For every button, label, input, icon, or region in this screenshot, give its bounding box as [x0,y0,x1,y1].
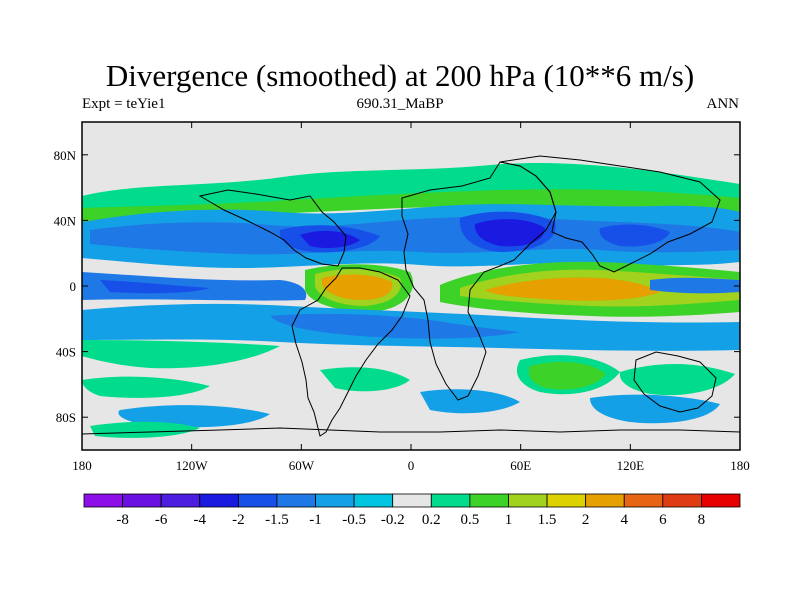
colorbar-swatch [469,493,509,508]
colorbar-label: -4 [194,512,207,528]
colorbar-label: 6 [659,512,667,528]
run-id-label: 690.31_MaBP [356,96,444,112]
colorbar-label: 0.2 [422,512,441,528]
x-tick-label: 0 [408,458,415,473]
contour-band [474,219,545,247]
colorbar-label: 4 [620,512,628,528]
y-tick-label: 80N [54,148,77,163]
colorbar-label: -1.5 [265,512,289,528]
experiment-label: Expt = teYie1 [82,96,166,112]
x-tick-label: 180 [730,458,750,473]
contour-band [485,277,660,301]
contour-band [322,274,393,300]
colorbar-swatch [430,493,471,508]
colorbar-swatch [83,493,123,508]
coastline [291,267,411,437]
x-tick-label: 60W [289,458,315,473]
colorbar-swatch [585,493,625,508]
y-tick-label: 40S [56,345,76,360]
colorbar-label: 0.5 [461,512,480,528]
y-tick-label: 0 [70,279,77,294]
contour-band [82,162,740,208]
colorbar-swatch [623,493,664,508]
contour-band [82,262,740,281]
contour-band [420,389,520,414]
colorbar-label: 1 [505,512,513,528]
colorbar-swatch [701,493,741,508]
x-tick-label: 120W [176,458,209,473]
colorbar-swatch [315,493,355,508]
x-tick-label: 120E [617,458,645,473]
coastline [499,155,721,273]
contour-band [90,421,200,438]
colorbar-swatch [122,493,162,508]
contour-band [82,376,210,398]
colorbar-swatch [276,493,316,508]
coastline [198,189,347,267]
contour-band [100,280,210,294]
x-tick-label: 60E [510,458,531,473]
colorbar-label: 8 [698,512,706,528]
season-label: ANN [706,96,740,112]
contour-band [82,272,307,301]
colorbar-swatch [199,493,239,508]
colorbar-swatch [508,493,548,508]
colorbar-label: -8 [116,512,129,528]
colorbar-label: -6 [155,512,168,528]
colorbar-swatch [662,493,702,508]
colorbar-swatch [392,493,432,508]
coastline [633,351,717,413]
map-axes: 180 120W 60W 0 60E 120E 180 80N 40N 0 40S 80S [54,122,750,473]
colorbar-label: -1 [309,512,322,528]
y-tick-label: 80S [56,410,76,425]
colorbar-swatch [237,493,278,508]
coastlines [82,155,740,437]
colorbar-label: 1.5 [538,512,557,528]
colorbar-swatch [353,493,394,508]
colorbar-label: -0.5 [342,512,366,528]
contour-band [650,277,740,294]
contour-band [82,340,280,369]
colorbar-label: -0.2 [381,512,405,528]
colorbar-label: 2 [582,512,590,528]
contour-band [619,363,735,396]
contour-band [118,405,270,428]
x-tick-label: 180 [72,458,92,473]
colorbar-label: -2 [232,512,245,528]
plot-title: Divergence (smoothed) at 200 hPa (10**6 … [105,58,695,93]
contour-band [90,216,740,255]
contour-band [590,394,720,424]
contour-band [528,361,606,390]
colorbar: -8 -6 -4 -2 -1.5 -1 -0.5 -0.2 0.2 0.5 1 1.5 2 4 6 8 [83,493,741,528]
contour-band [599,224,670,247]
coastline [82,427,740,435]
colorbar-swatch [160,493,201,508]
colorbar-swatch [546,493,587,508]
contour-band [320,367,410,392]
y-tick-label: 40N [54,213,77,228]
